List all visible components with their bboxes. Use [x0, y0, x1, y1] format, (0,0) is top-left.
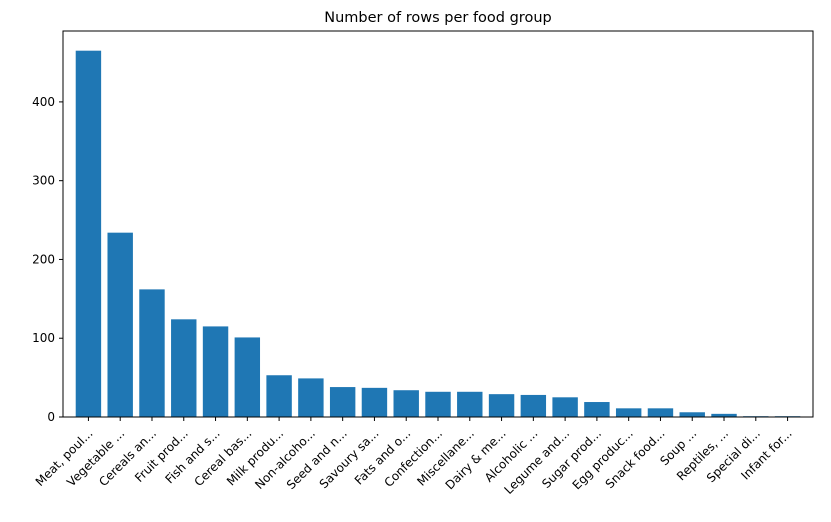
bar	[361, 387, 388, 417]
bar	[107, 232, 133, 417]
bar	[75, 50, 102, 417]
bar	[139, 289, 165, 417]
bar	[488, 394, 515, 417]
plot-frame	[62, 30, 814, 418]
bar	[584, 402, 610, 417]
bar	[457, 391, 483, 417]
bar	[615, 408, 642, 417]
y-axis: 0 100 200 300 400	[32, 95, 63, 424]
bar	[393, 390, 419, 417]
bar	[647, 408, 674, 417]
y-tick-label: 0	[47, 410, 55, 424]
bar	[520, 394, 547, 417]
bar	[329, 387, 356, 417]
y-tick-label: 100	[32, 331, 55, 345]
y-tick-label: 300	[32, 174, 55, 188]
bar	[234, 337, 261, 417]
bar	[266, 375, 292, 417]
x-axis: Meat, poul...Vegetable ...Cereals an...F…	[33, 417, 795, 497]
y-tick-label: 400	[32, 95, 55, 109]
bars-layer	[75, 50, 801, 417]
bar	[298, 378, 324, 417]
bar	[679, 412, 705, 417]
chart-title: Number of rows per food group	[324, 10, 551, 26]
y-tick-label: 200	[32, 252, 55, 266]
bar	[425, 391, 451, 417]
bar	[711, 413, 737, 417]
bar	[202, 326, 229, 417]
bar	[171, 319, 197, 417]
bar	[552, 397, 578, 417]
